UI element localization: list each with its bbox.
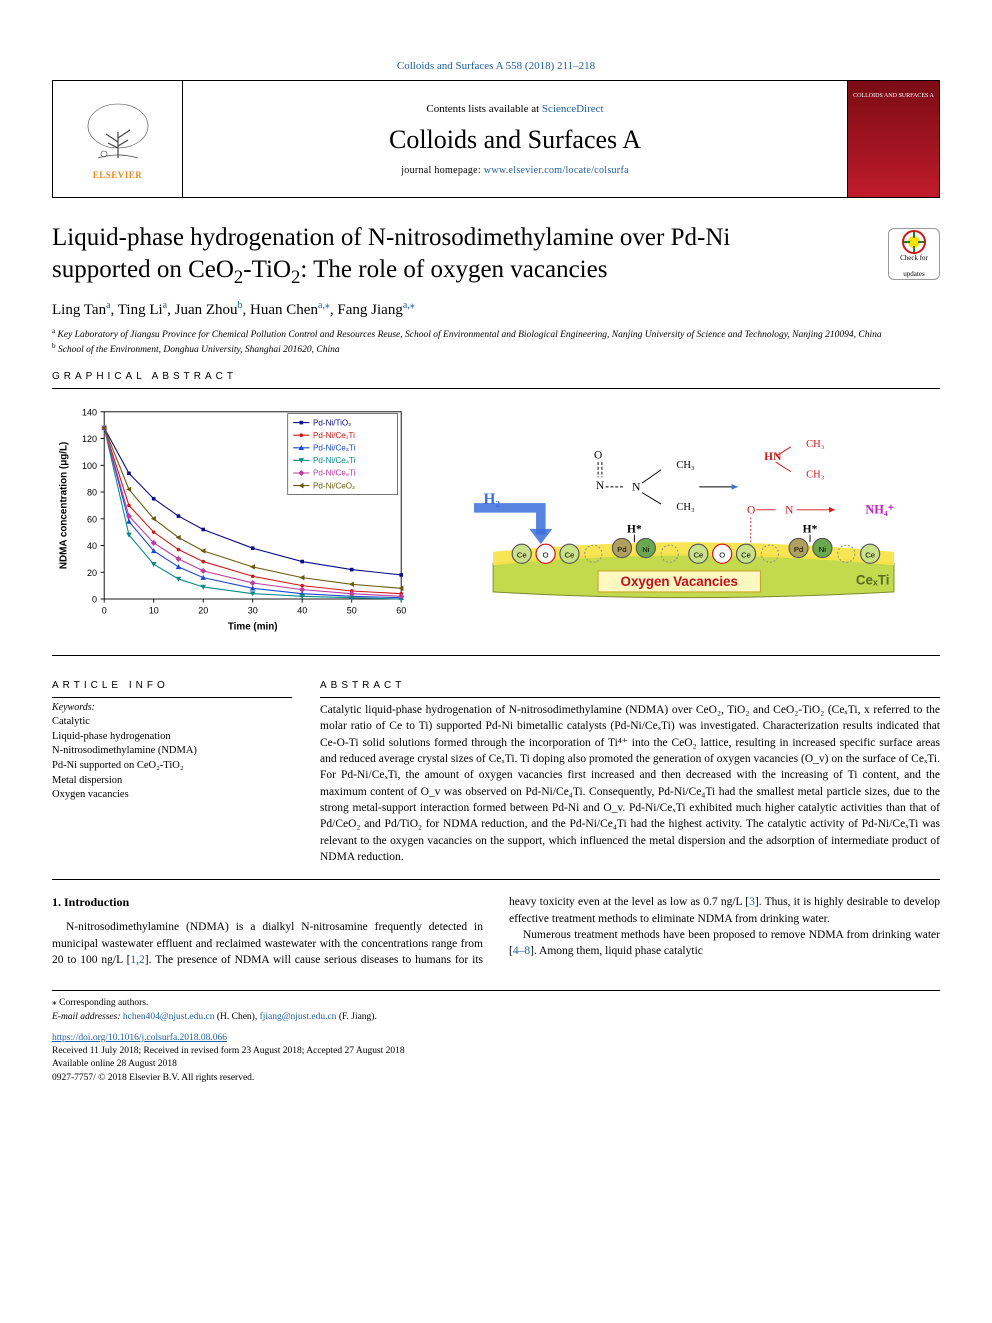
corresponding-note: ⁎ Corresponding authors. — [52, 997, 940, 1010]
journal-homepage: journal homepage: www.elsevier.com/locat… — [401, 165, 629, 176]
email-link[interactable]: fjiang@njust.edu.cn — [260, 1012, 337, 1022]
svg-text:CH₃: CH₃ — [806, 469, 825, 480]
ref-link[interactable]: 4–8 — [513, 945, 530, 957]
publisher-logo: ELSEVIER — [53, 81, 183, 197]
affiliations: a Key Laboratory of Jiangsu Province for… — [52, 327, 940, 357]
footer: ⁎ Corresponding authors. E-mail addresse… — [52, 990, 940, 1085]
svg-text:30: 30 — [248, 605, 258, 615]
svg-text:Ni: Ni — [819, 545, 827, 554]
svg-text:50: 50 — [347, 605, 357, 615]
keywords-list: CatalyticLiquid-phase hydrogenationN-nit… — [52, 715, 292, 803]
svg-text:Ni: Ni — [642, 545, 650, 554]
ref-link[interactable]: 1,2 — [130, 954, 144, 966]
svg-text:N: N — [596, 480, 604, 492]
mechanism-diagram: CeₓTi Ce O Ce Pd Ni Ce O Ce Pd Ni Ce Oxygen Vacancie… — [428, 401, 940, 615]
svg-text:O: O — [594, 449, 602, 461]
svg-text:Ce: Ce — [693, 550, 703, 559]
keywords-head: Keywords: — [52, 702, 292, 713]
svg-text:20: 20 — [87, 568, 97, 578]
svg-text:Pd-Ni/Ce₈Ti: Pd-Ni/Ce₈Ti — [313, 469, 356, 478]
svg-text:Ce: Ce — [741, 550, 751, 559]
svg-text:0: 0 — [92, 595, 97, 605]
journal-cover-thumb: COLLOIDS AND SURFACES A — [847, 81, 939, 197]
article-title: Liquid-phase hydrogenation of N-nitrosod… — [52, 222, 874, 290]
svg-text:80: 80 — [87, 488, 97, 498]
elsevier-tree-icon — [78, 98, 158, 168]
graphical-abstract-label: GRAPHICAL ABSTRACT — [52, 371, 940, 382]
journal-name: Colloids and Surfaces A — [389, 125, 641, 155]
sciencedirect-link[interactable]: ScienceDirect — [542, 103, 604, 115]
svg-text:Pd: Pd — [794, 545, 803, 554]
svg-text:Pd: Pd — [617, 545, 626, 554]
top-citation[interactable]: Colloids and Surfaces A 558 (2018) 211–2… — [52, 60, 940, 72]
svg-text:O: O — [719, 550, 725, 559]
svg-text:Ce: Ce — [517, 550, 527, 559]
svg-text:CeₓTi: CeₓTi — [856, 572, 890, 587]
introduction-columns: 1. Introduction N-nitrosodimethylamine (… — [52, 894, 940, 968]
svg-text:Time (min): Time (min) — [228, 622, 278, 633]
svg-text:CH₃: CH₃ — [676, 460, 695, 471]
svg-text:Pd-Ni/CeO₂: Pd-Ni/CeO₂ — [313, 481, 355, 490]
svg-text:Ce: Ce — [565, 550, 575, 559]
svg-text:Oxygen Vacancies: Oxygen Vacancies — [621, 574, 738, 589]
crossmark-icon — [901, 229, 927, 255]
svg-text:10: 10 — [149, 605, 159, 615]
author-list: Ling Tana, Ting Lia, Juan Zhoub, Huan Ch… — [52, 300, 940, 319]
svg-text:O: O — [543, 550, 549, 559]
copyright-line: 0927-7757/ © 2018 Elsevier B.V. All righ… — [52, 1072, 940, 1085]
svg-text:100: 100 — [82, 461, 97, 471]
introduction-heading: 1. Introduction — [52, 894, 483, 911]
svg-text:60: 60 — [396, 605, 406, 615]
svg-text:N: N — [785, 505, 793, 517]
article-info-label: ARTICLE INFO — [52, 680, 292, 691]
intro-paragraph: Numerous treatment methods have been pro… — [509, 927, 940, 960]
contents-available: Contents lists available at ScienceDirec… — [426, 103, 603, 115]
abstract-label: ABSTRACT — [320, 680, 940, 691]
doi-link[interactable]: https://doi.org/10.1016/j.colsurfa.2018.… — [52, 1033, 227, 1043]
svg-text:40: 40 — [87, 541, 97, 551]
svg-text:O: O — [747, 505, 755, 517]
svg-text:Pd-Ni/TiO₂: Pd-Ni/TiO₂ — [313, 418, 351, 427]
svg-text:20: 20 — [198, 605, 208, 615]
header-middle: Contents lists available at ScienceDirec… — [183, 81, 847, 197]
svg-text:HN: HN — [764, 451, 782, 463]
email-link[interactable]: hchen404@njust.edu.cn — [123, 1012, 215, 1022]
svg-text:NDMA concentration (μg/L): NDMA concentration (μg/L) — [58, 442, 69, 569]
svg-text:NH₄⁺: NH₄⁺ — [865, 503, 894, 517]
svg-text:H*: H* — [627, 524, 642, 536]
svg-text:Pd-Ni/Ce₁Ti: Pd-Ni/Ce₁Ti — [313, 431, 355, 440]
svg-text:H*: H* — [803, 524, 818, 536]
publisher-name: ELSEVIER — [93, 170, 143, 180]
journal-header: ELSEVIER Contents lists available at Sci… — [52, 80, 940, 198]
svg-text:120: 120 — [82, 434, 97, 444]
svg-text:CH₃: CH₃ — [676, 502, 695, 513]
svg-text:CH₃: CH₃ — [806, 439, 825, 450]
svg-text:140: 140 — [82, 407, 97, 417]
svg-text:0: 0 — [102, 605, 107, 615]
svg-text:N: N — [632, 482, 640, 494]
svg-text:Pd-Ni/Ce₄Ti: Pd-Ni/Ce₄Ti — [313, 456, 356, 465]
svg-text:Pd-Ni/Ce₂Ti: Pd-Ni/Ce₂Ti — [313, 443, 356, 452]
svg-text:Ce: Ce — [865, 550, 875, 559]
available-line: Available online 28 August 2018 — [52, 1058, 940, 1071]
graphical-abstract: 0 10 20 30 40 50 60 0 20 40 60 80 100 120 140 Time (min… — [52, 393, 940, 651]
svg-text:40: 40 — [297, 605, 307, 615]
received-line: Received 11 July 2018; Received in revis… — [52, 1045, 940, 1058]
svg-text:60: 60 — [87, 514, 97, 524]
email-line: E-mail addresses: hchen404@njust.edu.cn … — [52, 1011, 940, 1024]
ndma-decay-chart: 0 10 20 30 40 50 60 0 20 40 60 80 100 120 140 Time (min… — [52, 401, 412, 639]
abstract-text: Catalytic liquid-phase hydrogenation of … — [320, 702, 940, 865]
crossmark-badge[interactable]: Check forupdates — [888, 228, 940, 280]
homepage-link[interactable]: www.elsevier.com/locate/colsurfa — [484, 165, 629, 176]
